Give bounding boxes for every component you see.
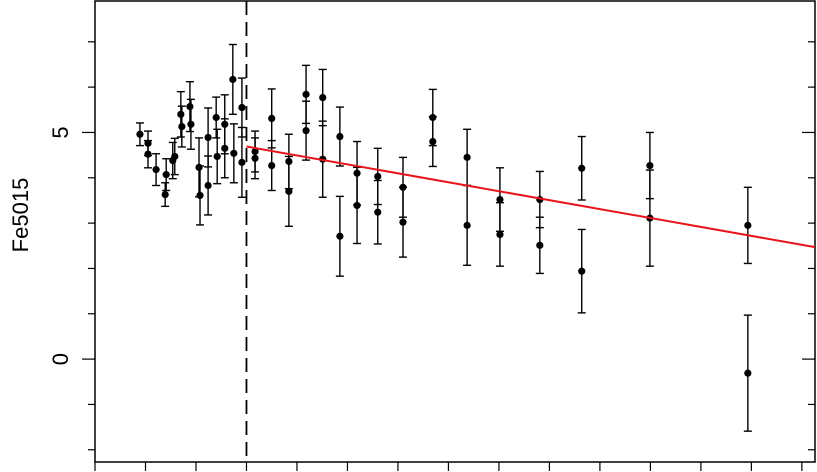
point <box>578 164 586 172</box>
point <box>496 195 504 204</box>
point <box>744 369 752 377</box>
point <box>187 120 195 128</box>
point <box>162 171 170 179</box>
point <box>195 163 203 171</box>
point <box>463 221 471 229</box>
point <box>186 103 194 111</box>
point <box>744 221 752 229</box>
point <box>204 133 212 142</box>
point <box>212 113 220 122</box>
point <box>374 172 382 181</box>
point <box>178 122 186 131</box>
point <box>204 181 212 190</box>
point <box>136 130 144 138</box>
point <box>536 241 544 249</box>
y-tick-label: 0 <box>48 353 73 365</box>
point <box>319 93 327 102</box>
y-axis-label: Fe5015 <box>8 178 33 253</box>
point <box>251 154 259 162</box>
point <box>285 187 293 195</box>
point <box>399 218 407 226</box>
point <box>213 152 221 161</box>
plot-frame <box>94 0 816 463</box>
point <box>177 110 185 118</box>
point <box>230 149 238 157</box>
point <box>302 127 310 135</box>
point <box>268 161 276 170</box>
point <box>463 153 471 161</box>
point <box>646 161 654 170</box>
point <box>268 114 276 123</box>
point <box>238 158 246 166</box>
point <box>336 232 344 240</box>
point <box>152 166 160 174</box>
point <box>238 103 246 112</box>
y-tick-label: 5 <box>48 126 73 138</box>
point <box>496 230 504 239</box>
point <box>336 132 344 141</box>
point <box>229 75 237 84</box>
point <box>374 208 382 216</box>
point <box>302 90 310 98</box>
point <box>221 144 229 152</box>
point <box>144 150 152 158</box>
fit-line <box>246 145 816 249</box>
point <box>161 190 169 199</box>
point <box>196 191 204 200</box>
point <box>171 152 179 161</box>
point <box>578 267 586 275</box>
point <box>353 201 361 210</box>
point <box>429 137 437 146</box>
